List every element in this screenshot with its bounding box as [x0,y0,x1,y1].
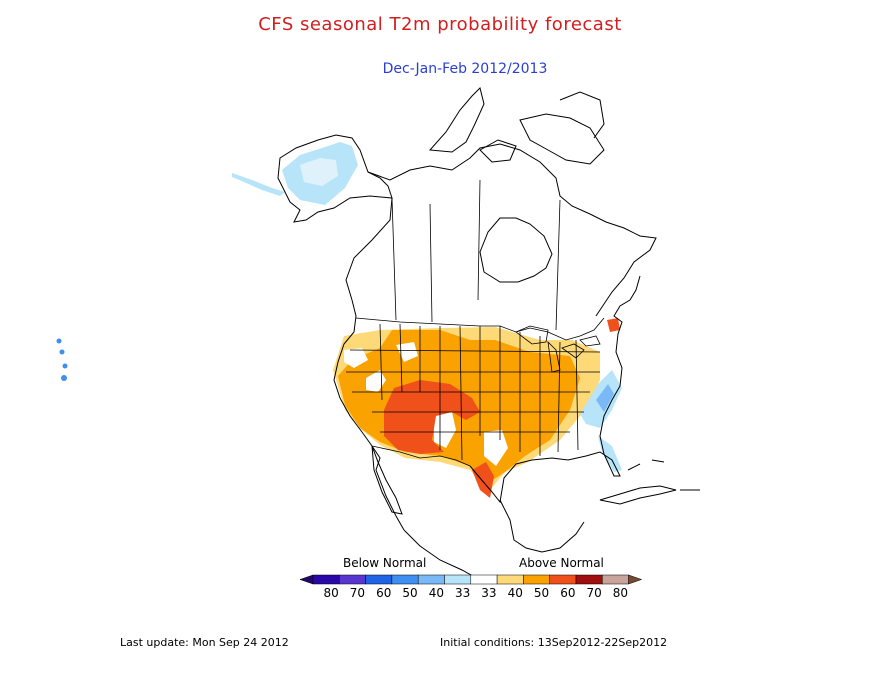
white-ca-hole [344,348,368,368]
legend-colorbar: 80 70 60 50 40 33 33 40 50 60 70 80 [299,574,643,600]
legend-swatch [470,574,498,585]
legend-swatch [339,574,366,585]
aleutian-below-normal [232,173,285,196]
legend-swatch [496,574,524,585]
white-nm-hole [434,412,456,448]
legend-tick-label: 60 [376,586,391,600]
coastlines [277,87,700,581]
alaska-below-normal-core [300,158,338,186]
us-mexico-border [371,445,471,467]
last-update-text: Last update: Mon Sep 24 2012 [120,636,289,649]
legend-swatch [575,574,603,585]
political-borders [346,179,605,467]
legend-tick-label: 33 [481,586,496,600]
hudson-bay [479,217,553,283]
florida-below-normal [598,436,622,472]
baja-peninsula [371,445,403,515]
east-coast-below-normal-core [596,384,614,412]
legend-swatch [312,574,340,585]
caribbean-islands [627,459,700,491]
us-above-normal-60-texas [472,462,494,498]
legend-below-label: Below Normal [343,556,427,570]
initial-conditions-text: Initial conditions: 13Sep2012-22Sep2012 [440,636,668,649]
legend-above-label: Above Normal [519,556,604,570]
legend-tick-label: 60 [560,586,575,600]
arctic-islands [428,87,605,165]
legend-swatch [523,574,550,585]
legend-swatch [602,574,629,585]
legend-swatch [444,574,472,585]
probability-shading [56,142,622,498]
legend-swatch [391,574,419,585]
legend-swatch [365,574,393,585]
state-lines-ew [346,349,601,433]
alaska-coast [277,134,393,223]
gulf-coast [469,451,621,504]
legend-tick-label: 70 [587,586,602,600]
legend-tick-label: 33 [455,586,470,600]
hawaii-below-normal [56,338,68,381]
legend-tick-label: 50 [402,586,417,600]
canada-arctic-coast [367,143,657,317]
west-coast [333,197,405,531]
canada-lines [391,179,561,331]
white-tx-hole [484,430,508,466]
legend-tick-label: 40 [508,586,523,600]
white-id-hole [396,342,418,362]
greenland-edge [559,91,605,139]
chart-subtitle: Dec-Jan-Feb 2012/2013 [382,61,548,77]
legend-swatch [417,574,445,585]
legend-tick-label: 70 [350,586,365,600]
us-above-normal-60-new-england [607,318,620,332]
great-lakes [515,325,601,373]
legend-tick-label: 50 [534,586,549,600]
cuba [599,485,677,505]
chart-title: CFS seasonal T2m probability forecast [258,14,622,35]
legend-tick-label: 80 [613,586,628,600]
us-above-normal-60-southwest [384,380,480,454]
canada-us-border [355,317,605,341]
legend-tick-label: 80 [324,586,339,600]
legend-tick-label: 40 [429,586,444,600]
legend-arrow-right [628,574,643,585]
legend-swatch [549,574,577,585]
mexico-coast [403,499,585,581]
east-coast [599,275,641,455]
legend-arrow-left [299,574,314,585]
